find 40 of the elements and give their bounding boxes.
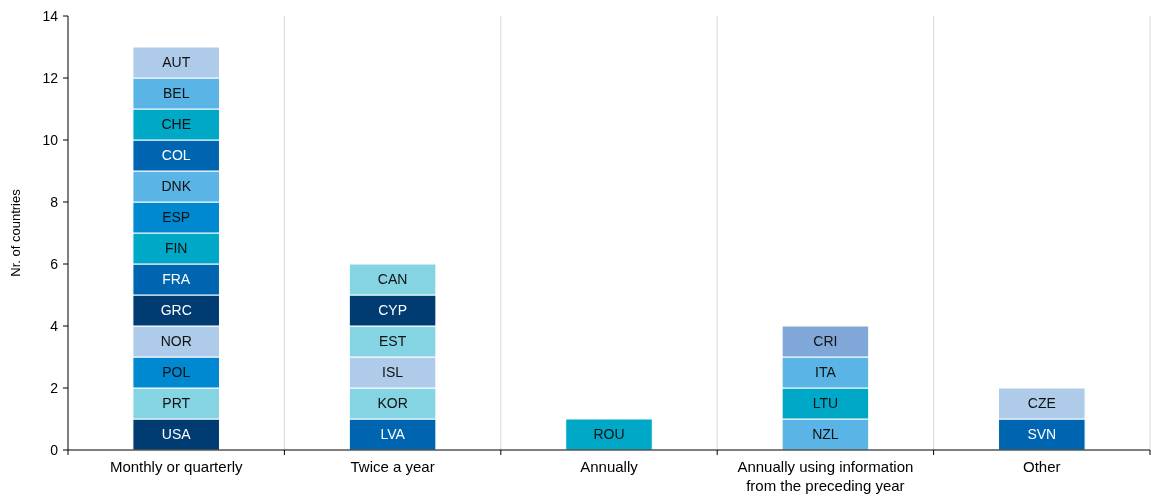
data-label: PRT xyxy=(162,395,191,412)
data-label: CHE xyxy=(161,116,191,133)
data-label: NOR xyxy=(160,333,192,350)
data-label: LTU xyxy=(812,395,839,412)
x-tick-label: Annually xyxy=(580,458,639,475)
x-tick-label: Other xyxy=(1023,458,1061,475)
data-label: KOR xyxy=(377,395,408,412)
data-label: ISL xyxy=(382,364,404,381)
data-label: COL xyxy=(161,147,191,164)
y-tick-label: 12 xyxy=(42,69,59,86)
data-label: CYP xyxy=(378,302,407,319)
data-label: FRA xyxy=(162,271,191,288)
data-label: ESP xyxy=(162,209,191,226)
y-tick-label: 14 xyxy=(42,7,59,24)
data-label: LVA xyxy=(380,426,406,443)
y-tick-label: 0 xyxy=(50,441,59,458)
y-tick-label: 2 xyxy=(50,379,59,396)
x-tick-label: Twice a year xyxy=(350,458,435,475)
data-label: CRI xyxy=(813,333,838,350)
y-tick-label: 6 xyxy=(50,255,59,272)
data-label: EST xyxy=(378,333,407,350)
data-label: USA xyxy=(161,426,192,443)
y-tick-label: 10 xyxy=(42,131,59,148)
data-label: AUT xyxy=(162,54,191,71)
y-tick-label: 4 xyxy=(50,317,59,334)
y-axis-title: Nr. of countries xyxy=(8,188,23,277)
data-label: ITA xyxy=(815,364,837,381)
data-label: FIN xyxy=(164,240,188,257)
x-tick-label: Annually using information from the preceding year xyxy=(737,458,914,494)
data-label: CAN xyxy=(377,271,408,288)
y-tick-label: 8 xyxy=(50,193,59,210)
data-label: GRC xyxy=(160,302,192,319)
data-label: SVN xyxy=(1027,426,1057,443)
data-label: CZE xyxy=(1027,395,1056,412)
data-label: POL xyxy=(162,364,191,381)
data-label: ROU xyxy=(593,426,625,443)
x-tick-label: Monthly or quarterly xyxy=(109,458,243,475)
data-label: DNK xyxy=(161,178,192,195)
data-label: BEL xyxy=(162,85,190,102)
data-label: NZL xyxy=(812,426,839,443)
